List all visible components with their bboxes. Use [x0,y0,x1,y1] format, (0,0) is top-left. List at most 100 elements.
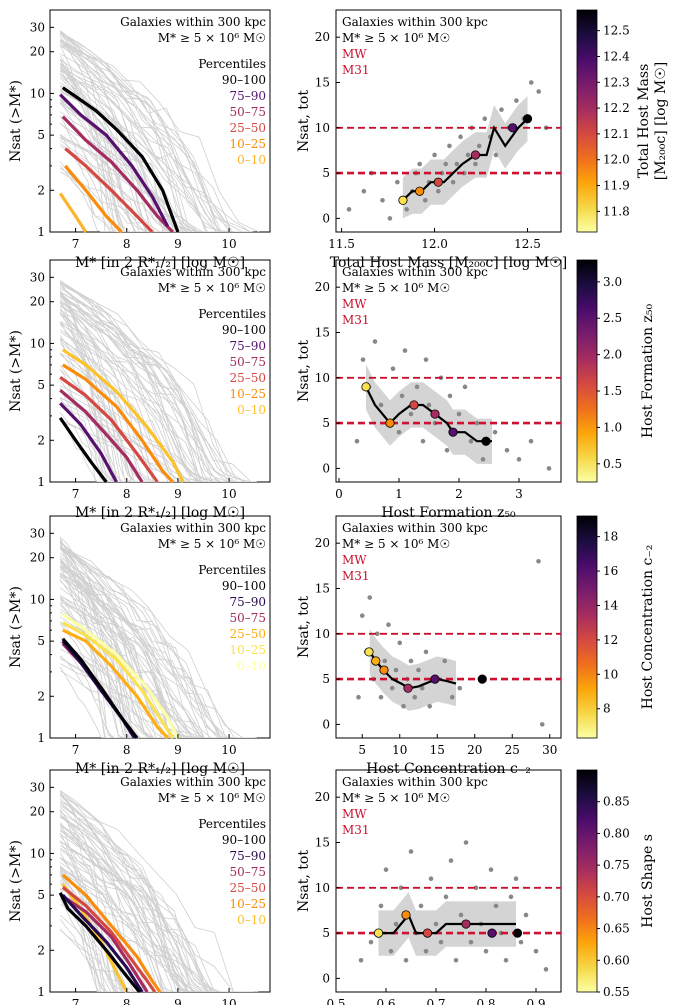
legend-line2: M* ≥ 5 × 10⁶ M☉ [158,537,266,551]
legend-entry: 90–100 [222,579,266,593]
legend-title: Percentiles [198,817,266,831]
legend-mw: MW [342,553,367,567]
percentile-marker [361,382,371,392]
y-tick-label: 30 [30,526,45,540]
panel-r2-left: 1 2 5 10 20 30 7 8 9 10 Galaxies within 300 kpc M* … [8,259,271,521]
host-curve [59,301,217,482]
y-tick-label: 20 [30,295,45,309]
percentile-marker [403,683,413,693]
y-axis-label: Nsat, tot [296,340,312,402]
host-curve [59,309,206,482]
host-curve [59,338,218,482]
host-curve [59,134,197,232]
data-point [358,957,364,963]
host-curve [59,806,182,992]
data-point [346,207,352,212]
host-curve [59,655,137,738]
panel-r2-right: 0 5 10 15 20 0 1 2 3 Galaxies within 300 kpc M* ≥ … [296,259,656,521]
y-tick-label: 10 [30,86,45,100]
legend-entry: 75–90 [229,89,266,103]
y-tick-label: 1 [37,225,45,239]
legend-entry: 50–75 [229,865,266,879]
data-point [408,658,414,664]
percentile-marker [398,195,408,205]
colorbar-label-units: [M₂₀₀c] [log M☉] [653,62,669,181]
host-curve [59,833,221,992]
legend-entry: 75–90 [229,595,266,609]
y-axis-label: Nsat (>M*) [8,80,24,162]
data-point [393,921,399,927]
data-point [528,80,534,85]
legend-m31: M31 [342,313,370,327]
data-point [514,98,519,103]
data-point [528,438,534,444]
legend-entry: 25–50 [229,881,266,895]
host-curve [59,840,226,992]
x-axis-label: Host Concentration c₋₂ [366,761,531,777]
host-curve [59,597,139,738]
host-curve [59,542,214,738]
x-tick-label: 8 [123,487,131,501]
data-point [378,694,384,700]
y-axis-label: Nsat (>M*) [8,330,24,412]
y-tick-label: 15 [315,75,330,89]
percentile-line-1 [61,363,174,484]
y-tick-label: 5 [37,888,45,902]
data-point [414,384,420,390]
data-point [420,438,426,444]
colorbar-tick-label: 0.5 [603,457,622,471]
legend-line2: M* ≥ 5 × 10⁶ M☉ [342,791,450,805]
percentile-line-0 [61,348,185,483]
data-point [518,939,524,945]
percentile-line-5 [61,637,139,739]
data-point [458,134,463,140]
y-axis-label: Nsat (>M*) [8,840,24,922]
host-curve [60,73,214,232]
y-tick-label: 5 [37,634,45,648]
colorbar-label: Host Concentration c₋₂ [640,545,656,710]
host-curve [59,45,205,232]
x-tick-label: 11.5 [328,237,355,251]
data-point [389,685,395,691]
legend-entry: 75–90 [229,339,266,353]
data-point [433,921,439,927]
data-point [401,703,406,709]
data-point [374,631,380,637]
host-curve [59,815,207,992]
data-point [449,694,455,700]
y-tick-label: 1 [37,731,45,745]
percentile-line-2 [59,375,159,483]
data-point [473,885,479,891]
percentile-marker [481,436,491,446]
host-curve [59,857,254,992]
data-point [359,613,365,618]
legend-line2: M* ≥ 5 × 10⁶ M☉ [342,31,450,45]
data-point [372,339,378,344]
legend-line2: M* ≥ 5 × 10⁶ M☉ [158,281,266,295]
y-tick-label: 20 [30,551,45,565]
percentile-marker [433,177,443,187]
host-curve [60,888,259,992]
host-curve [59,313,152,482]
data-point [454,161,460,167]
percentile-marker [448,427,458,437]
host-curve [59,69,252,232]
data-point [402,348,408,353]
host-curve [60,291,246,482]
y-tick-label: 20 [30,805,45,819]
percentile-marker [461,919,471,929]
host-curve [60,564,245,738]
legend-title: Percentiles [198,563,266,577]
panel-r4-right: 0 5 10 15 20 0.5 0.6 0.7 0.8 0.9 Galaxies within 3… [296,769,656,1005]
x-tick-label: 12.0 [421,237,448,251]
percentile-marker [477,674,487,684]
legend-entry: 25–50 [229,371,266,385]
legend-entry: 25–50 [229,121,266,135]
y-axis-label: Nsat (>M*) [8,586,24,668]
data-point [482,116,488,122]
legend-entry: 10–25 [229,897,266,911]
x-tick-label: 2 [455,487,463,501]
x-tick-label: 12.5 [514,237,541,251]
data-point [536,559,541,564]
